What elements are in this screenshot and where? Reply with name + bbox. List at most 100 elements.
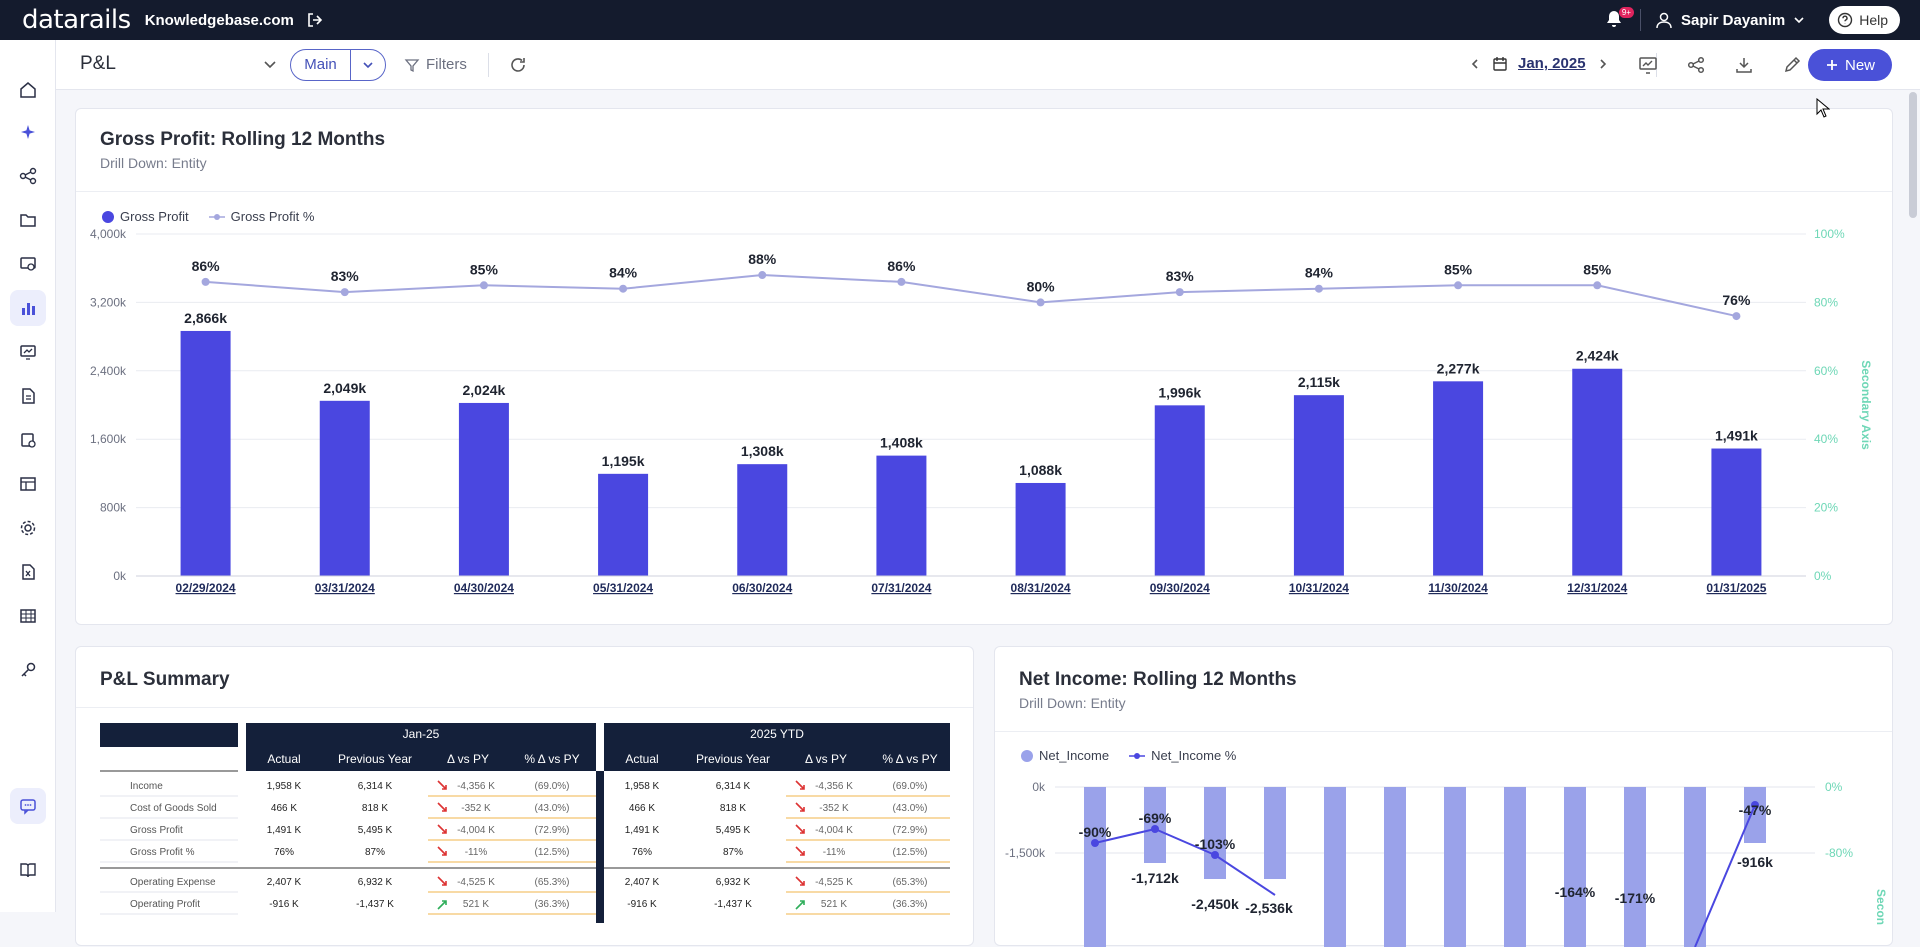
help-button[interactable]: Help — [1829, 6, 1900, 34]
line-point[interactable] — [1454, 281, 1463, 290]
x-tick-label[interactable]: 02/29/2024 — [176, 581, 236, 595]
folder-icon[interactable] — [16, 208, 40, 232]
bar[interactable] — [1564, 787, 1586, 947]
view-selector-label[interactable]: Main — [291, 50, 351, 80]
bar[interactable] — [1293, 395, 1344, 576]
page-scrollbar[interactable] — [1909, 92, 1917, 218]
legend-item[interactable]: Net_Income — [1021, 748, 1109, 763]
bar[interactable] — [319, 400, 370, 576]
filters-button[interactable]: Filters — [404, 56, 467, 73]
line-point[interactable] — [1175, 288, 1184, 297]
chat-icon[interactable] — [10, 788, 46, 824]
bar[interactable] — [1444, 787, 1466, 947]
book-icon[interactable] — [16, 858, 40, 882]
bar[interactable] — [1433, 381, 1484, 576]
sparkle-icon[interactable] — [16, 120, 40, 144]
share-icon[interactable] — [1686, 55, 1706, 75]
line-point[interactable] — [1211, 851, 1219, 859]
excel-icon[interactable] — [16, 560, 40, 584]
table-icon[interactable] — [16, 472, 40, 496]
chevron-right-icon[interactable] — [1596, 57, 1610, 71]
line-point[interactable] — [1036, 298, 1045, 307]
logout-icon[interactable] — [306, 11, 324, 29]
bar[interactable] — [458, 402, 509, 576]
bar[interactable] — [876, 455, 927, 576]
line-label: -90% — [1079, 824, 1112, 840]
bar[interactable] — [1204, 787, 1226, 879]
x-tick-label[interactable]: 06/30/2024 — [732, 581, 792, 595]
home-icon[interactable] — [16, 78, 40, 102]
key-icon[interactable] — [16, 658, 40, 682]
legend-item[interactable]: Gross Profit % — [208, 209, 314, 224]
x-tick-label[interactable]: 11/30/2024 — [1428, 581, 1488, 595]
line-point[interactable] — [758, 271, 767, 280]
bar[interactable] — [1684, 787, 1706, 947]
x-tick-label[interactable]: 12/31/2024 — [1567, 581, 1627, 595]
presentation-icon[interactable] — [1638, 55, 1658, 75]
line-point[interactable] — [340, 288, 349, 297]
chevron-left-icon[interactable] — [1468, 57, 1482, 71]
x-tick-label[interactable]: 08/31/2024 — [1011, 581, 1071, 595]
x-tick-label[interactable]: 01/31/2025 — [1706, 581, 1766, 595]
settings-icon[interactable] — [16, 516, 40, 540]
table-cell: -1,437 K — [356, 899, 394, 910]
x-tick-label[interactable]: 05/31/2024 — [593, 581, 653, 595]
bar[interactable] — [1084, 787, 1106, 947]
view-selector[interactable]: Main — [290, 49, 386, 81]
line-point[interactable] — [1732, 312, 1741, 321]
bar[interactable] — [180, 330, 231, 576]
user-menu[interactable]: Sapir Dayanim — [1655, 11, 1805, 29]
line-point[interactable] — [897, 277, 906, 286]
column-header: % Δ vs PY — [524, 752, 579, 766]
bar[interactable] — [598, 473, 649, 576]
nodes-icon[interactable] — [16, 164, 40, 188]
report-icon[interactable] — [16, 384, 40, 408]
bar[interactable] — [1154, 405, 1205, 576]
chart-icon[interactable] — [10, 290, 46, 326]
edit-icon[interactable] — [1782, 55, 1802, 75]
x-tick-label[interactable]: 07/31/2024 — [871, 581, 931, 595]
legend-item[interactable]: Gross Profit — [102, 209, 189, 224]
bar[interactable] — [1264, 787, 1286, 879]
table-cell: 521 K — [463, 899, 489, 910]
line-point[interactable] — [1314, 284, 1323, 293]
bar[interactable] — [737, 464, 788, 576]
report-gear-icon[interactable] — [16, 428, 40, 452]
line-point[interactable] — [1593, 281, 1602, 290]
line-label: -69% — [1139, 810, 1172, 826]
line-point[interactable] — [619, 284, 628, 293]
view-dropdown-button[interactable] — [351, 58, 385, 72]
bar[interactable] — [1015, 482, 1066, 576]
line-point[interactable] — [479, 281, 488, 290]
grid-icon[interactable] — [16, 604, 40, 628]
brand-logo[interactable]: datarails — [22, 5, 131, 35]
card-title: Gross Profit: Rolling 12 Months — [100, 129, 386, 150]
monitor-gear-icon[interactable] — [16, 252, 40, 276]
bar[interactable] — [1572, 368, 1623, 576]
notifications-button[interactable]: 9+ — [1604, 7, 1634, 31]
refresh-icon[interactable] — [508, 55, 528, 75]
download-icon[interactable] — [1734, 55, 1754, 75]
x-tick-label[interactable]: 09/30/2024 — [1150, 581, 1210, 595]
bar[interactable] — [1744, 787, 1766, 843]
bar[interactable] — [1624, 787, 1646, 947]
chevron-down-icon[interactable] — [262, 56, 278, 72]
bar[interactable] — [1324, 787, 1346, 947]
x-tick-label[interactable]: 10/31/2024 — [1289, 581, 1349, 595]
legend-item[interactable]: Net_Income % — [1129, 748, 1236, 763]
bar[interactable] — [1384, 787, 1406, 947]
table-cell: 6,932 K — [716, 877, 751, 888]
line-point[interactable] — [201, 277, 210, 286]
new-button[interactable]: New — [1808, 49, 1892, 81]
date-picker[interactable]: Jan, 2025 — [1518, 55, 1586, 72]
table-cell: (65.3%) — [892, 877, 927, 888]
line-point[interactable] — [1751, 801, 1759, 809]
date-navigator: Jan, 2025 — [1468, 55, 1610, 72]
line-point[interactable] — [1091, 839, 1099, 847]
x-tick-label[interactable]: 03/31/2024 — [315, 581, 375, 595]
x-tick-label[interactable]: 04/30/2024 — [454, 581, 514, 595]
bar[interactable] — [1711, 448, 1762, 576]
bar[interactable] — [1504, 787, 1526, 947]
presentation-icon[interactable] — [16, 340, 40, 364]
line-point[interactable] — [1151, 825, 1159, 833]
